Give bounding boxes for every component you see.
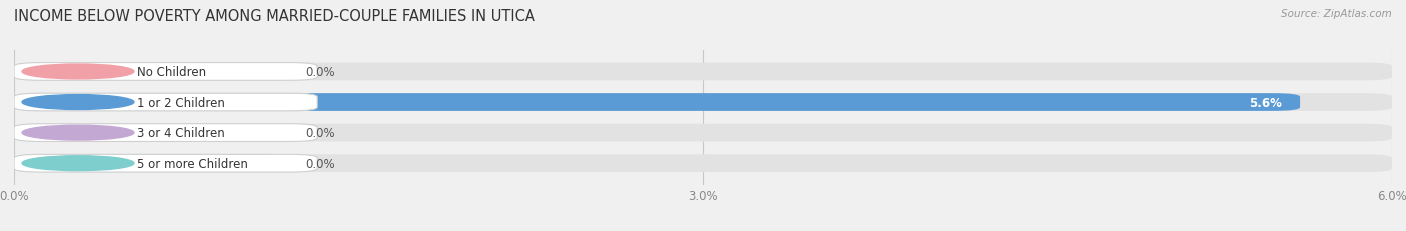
FancyBboxPatch shape [14, 94, 1301, 111]
Text: 5.6%: 5.6% [1249, 96, 1282, 109]
Text: Source: ZipAtlas.com: Source: ZipAtlas.com [1281, 9, 1392, 19]
Text: INCOME BELOW POVERTY AMONG MARRIED-COUPLE FAMILIES IN UTICA: INCOME BELOW POVERTY AMONG MARRIED-COUPL… [14, 9, 534, 24]
Text: 3 or 4 Children: 3 or 4 Children [136, 127, 225, 140]
FancyBboxPatch shape [14, 63, 1392, 81]
FancyBboxPatch shape [14, 124, 318, 142]
FancyBboxPatch shape [14, 155, 318, 172]
FancyBboxPatch shape [14, 124, 290, 142]
Text: 0.0%: 0.0% [305, 66, 336, 79]
Text: 1 or 2 Children: 1 or 2 Children [136, 96, 225, 109]
Text: 0.0%: 0.0% [305, 127, 336, 140]
FancyBboxPatch shape [14, 155, 1392, 172]
FancyBboxPatch shape [14, 63, 318, 81]
FancyBboxPatch shape [14, 94, 318, 111]
Text: No Children: No Children [136, 66, 205, 79]
Circle shape [22, 156, 134, 171]
FancyBboxPatch shape [14, 124, 1392, 142]
FancyBboxPatch shape [14, 63, 290, 81]
Circle shape [22, 65, 134, 79]
Text: 0.0%: 0.0% [305, 157, 336, 170]
Circle shape [22, 95, 134, 110]
FancyBboxPatch shape [14, 94, 1392, 111]
Circle shape [22, 126, 134, 140]
FancyBboxPatch shape [14, 155, 290, 172]
Text: 5 or more Children: 5 or more Children [136, 157, 247, 170]
